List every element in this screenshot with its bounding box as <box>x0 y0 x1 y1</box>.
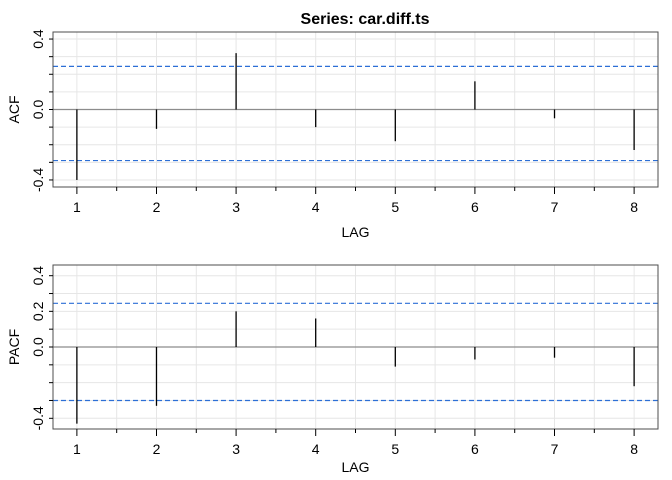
y-tick-label: 0.4 <box>30 29 46 49</box>
acf-panel: 1 2 3 4 5 6 7 8 -0.4 0.0 0.4 LAG ACF <box>6 29 659 240</box>
x-tick-label: 2 <box>153 441 161 457</box>
y-tick-label: 0.0 <box>30 337 46 357</box>
x-tick-label: 8 <box>630 441 638 457</box>
x-tick-label: 5 <box>391 199 399 215</box>
x-tick-label: 6 <box>471 441 479 457</box>
x-tick-label: 7 <box>551 199 559 215</box>
x-tick-label: 4 <box>312 441 320 457</box>
x-tick-label: 3 <box>232 199 240 215</box>
y-tick-label: -0.4 <box>30 406 46 430</box>
x-axis-label: LAG <box>341 459 369 475</box>
x-tick-label: 3 <box>232 441 240 457</box>
y-tick-label: -0.4 <box>30 168 46 192</box>
x-tick-label: 8 <box>630 199 638 215</box>
x-tick-label: 4 <box>312 199 320 215</box>
x-tick-label: 1 <box>73 199 81 215</box>
pacf-panel: 1 2 3 4 5 6 7 8 -0.4 0.0 0.2 0.4 LAG PACF <box>6 264 659 475</box>
x-tick-label: 6 <box>471 199 479 215</box>
y-axis-label: ACF <box>6 96 22 124</box>
y-axis-label: PACF <box>6 329 22 365</box>
x-tick-label: 5 <box>391 441 399 457</box>
x-tick-label: 2 <box>153 199 161 215</box>
x-tick-label: 7 <box>551 441 559 457</box>
x-axis-label: LAG <box>341 224 369 240</box>
x-tick-label: 1 <box>73 441 81 457</box>
y-tick-label: 0.0 <box>30 100 46 120</box>
y-tick-label: 0.4 <box>30 266 46 286</box>
chart-title: Series: car.diff.ts <box>301 11 430 28</box>
y-tick-label: 0.2 <box>30 301 46 321</box>
